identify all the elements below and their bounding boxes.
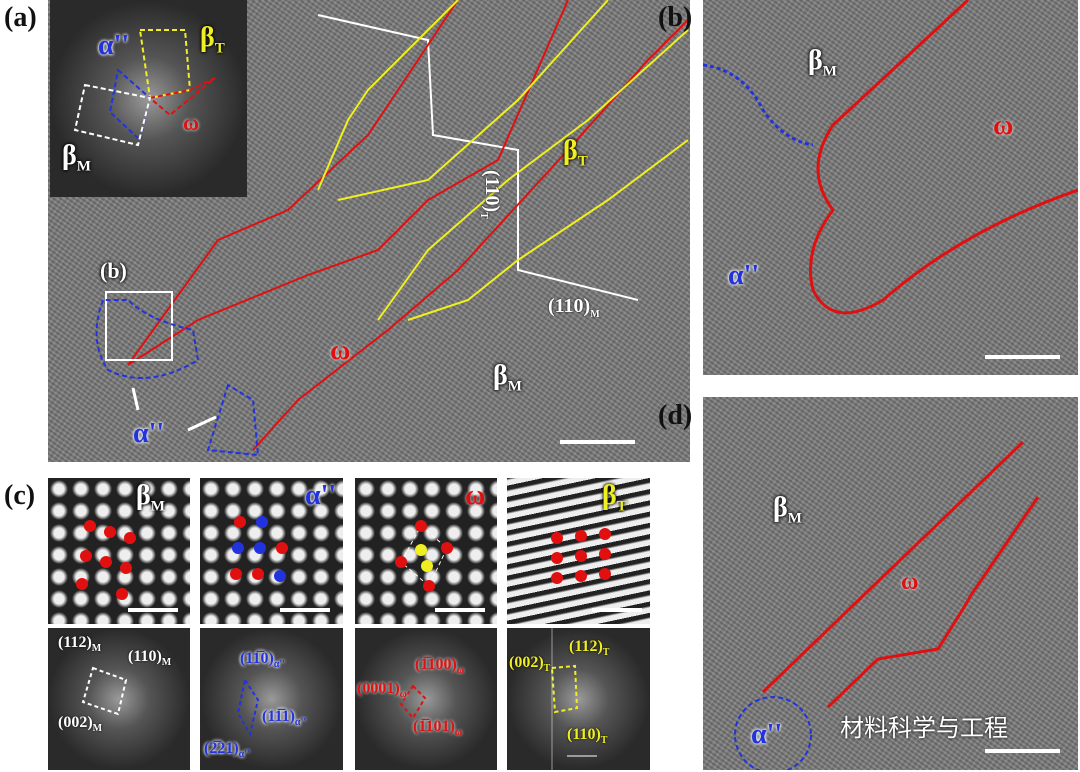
lattice-alpha: α'' <box>200 478 343 624</box>
label-beta-t: βT <box>602 480 627 515</box>
watermark: 材料科学与工程 <box>840 714 1008 742</box>
index-1101-omega: (1̅101)ω <box>413 718 463 739</box>
label-alpha: α'' <box>728 260 760 291</box>
index-112-m: (112)M <box>58 634 102 655</box>
plane-110-t: (110)T <box>478 170 503 219</box>
scale-bar <box>435 608 485 612</box>
index-1-11-alpha: (11̅1)α'' <box>262 708 307 729</box>
index-110-m: (110)M <box>128 648 172 669</box>
index-002-m: (002)M <box>58 714 103 735</box>
index-002-t: (002)T <box>509 654 551 675</box>
panel-label-d: (d) <box>658 400 693 431</box>
panel-label-c: (c) <box>4 480 36 511</box>
plane-110-m: (110)M <box>548 295 600 320</box>
lattice-beta-t: βT <box>507 478 650 624</box>
inset-label-beta-m: βM <box>62 140 91 175</box>
label-omega: ω <box>330 335 351 366</box>
fft-inset-overlay <box>73 29 216 147</box>
panel-b-hrtem-image: βM ω α'' <box>703 0 1078 375</box>
fft-beta-t: (002)T (112)T (110)T <box>507 628 650 770</box>
index-221-alpha: (2̅21)α'' <box>204 740 250 761</box>
inset-label-alpha: α'' <box>98 30 130 61</box>
scale-bar <box>128 608 178 612</box>
panel-d-hrtem-image: βM ω α'' <box>703 397 1078 770</box>
fft-omega: (1̅100)ω (0001)ω (1̅101)ω <box>355 628 497 770</box>
index-0001-omega: (0001)ω <box>357 680 407 701</box>
label-beta-m: βM <box>136 480 165 515</box>
inset-label-beta-t: βT <box>200 22 225 57</box>
panel-label-b: (b) <box>658 2 693 33</box>
label-beta-m: βM <box>808 45 837 80</box>
panel-b-overlay <box>703 0 1078 315</box>
label-omega: ω <box>465 480 486 511</box>
index-1100-omega: (1̅100)ω <box>415 656 465 677</box>
panel-label-a: (a) <box>4 2 37 33</box>
lattice-omega: ω <box>355 478 497 624</box>
panel-a-overlay <box>95 0 689 457</box>
label-omega: ω <box>901 569 919 595</box>
inset-label-omega: ω <box>183 110 200 135</box>
index-110-t: (110)T <box>567 726 608 747</box>
label-alpha: α'' <box>305 480 337 511</box>
scale-bar <box>985 355 1060 359</box>
fft-beta-m: (112)M (110)M (002)M <box>48 628 190 770</box>
fft-alpha: (11̅0)α'' (11̅1)α'' (2̅21)α'' <box>200 628 343 770</box>
region-b-label: (b) <box>100 258 127 283</box>
scale-bar <box>592 608 642 612</box>
scale-bar <box>985 749 1060 753</box>
label-alpha: α'' <box>133 418 165 449</box>
label-beta-t: βT <box>563 135 588 170</box>
label-beta-m: βM <box>773 492 802 527</box>
lattice-beta-m: βM <box>48 478 190 624</box>
panel-a-fft-inset: α'' βT ω βM <box>50 0 247 197</box>
scale-bar <box>280 608 330 612</box>
panel-a-hrtem-image: α'' βT ω βM (b) βT (110)T (110)M ω βM α'… <box>48 0 690 462</box>
label-beta-m: βM <box>493 360 522 395</box>
label-alpha: α'' <box>751 719 783 750</box>
scale-bar <box>560 440 635 444</box>
index-112-t: (112)T <box>569 638 610 659</box>
index-1-10-alpha: (11̅0)α'' <box>240 650 285 671</box>
panel-d-overlay <box>734 440 1040 770</box>
label-omega: ω <box>993 110 1014 141</box>
